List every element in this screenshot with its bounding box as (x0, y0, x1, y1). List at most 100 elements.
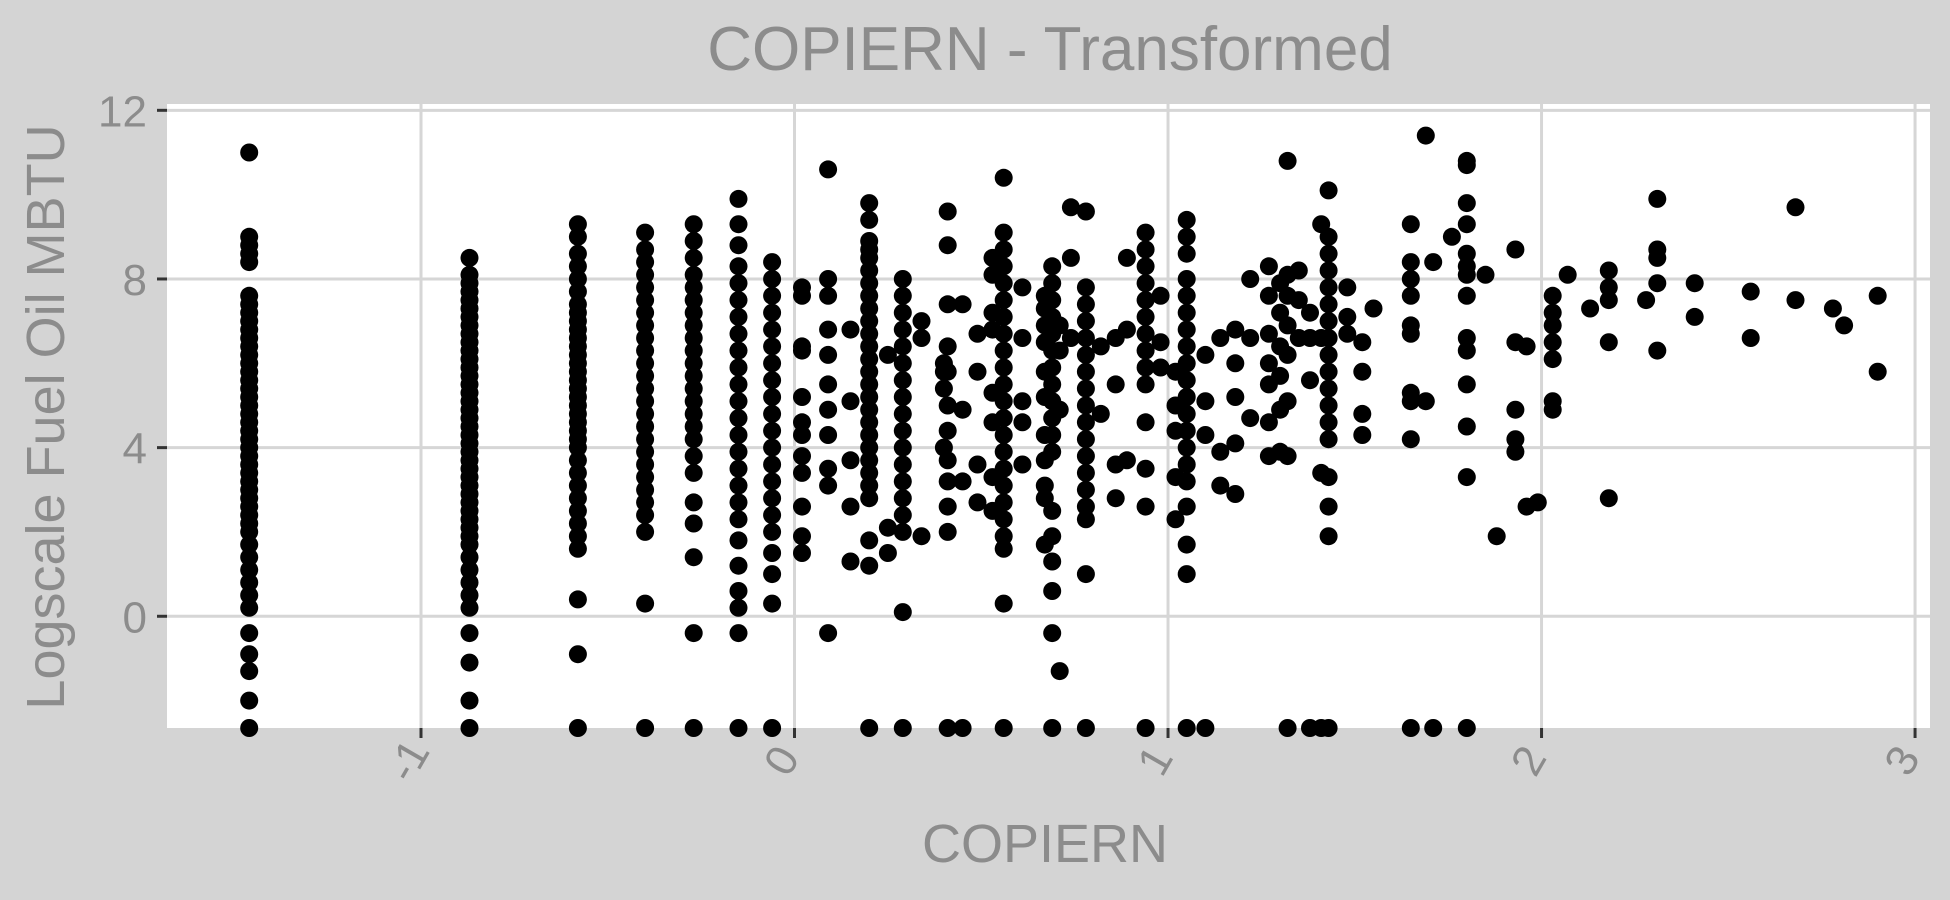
data-point (763, 506, 782, 525)
data-point (1353, 404, 1372, 423)
data-point (1091, 404, 1110, 423)
data-point (1457, 244, 1476, 263)
data-point (938, 362, 957, 381)
data-point (994, 409, 1013, 428)
data-point (968, 455, 987, 474)
data-point (893, 388, 912, 406)
data-point (1076, 480, 1095, 499)
data-point (1401, 286, 1420, 305)
data-point (568, 215, 587, 234)
data-point (1319, 329, 1338, 347)
data-point (240, 548, 259, 567)
data-point (1543, 350, 1562, 369)
data-point (240, 560, 259, 579)
data-point (819, 375, 838, 394)
data-point (860, 248, 879, 267)
data-point (1076, 329, 1095, 347)
data-point (860, 350, 879, 369)
data-point (240, 522, 259, 541)
data-point (893, 421, 912, 440)
data-point (1050, 316, 1069, 335)
data-point (938, 472, 957, 491)
data-point (729, 236, 748, 255)
data-point (860, 463, 879, 482)
data-point (568, 719, 587, 737)
data-point (1076, 430, 1095, 449)
data-point (1043, 624, 1062, 643)
data-point (460, 719, 479, 737)
data-point (1442, 227, 1461, 246)
data-point (819, 286, 838, 305)
data-point (1648, 248, 1667, 267)
data-point (860, 324, 879, 343)
data-point (1177, 244, 1196, 263)
data-point (1528, 493, 1547, 512)
data-point (636, 522, 655, 541)
data-point (1457, 341, 1476, 360)
data-point (636, 316, 655, 335)
data-point (568, 539, 587, 558)
data-point (1301, 371, 1319, 390)
data-point (819, 400, 838, 419)
data-point (684, 215, 703, 234)
data-point (1211, 476, 1230, 495)
data-point (1226, 388, 1245, 406)
data-point (729, 442, 748, 461)
data-point (994, 324, 1013, 343)
data-point (763, 438, 782, 457)
data-point (860, 531, 879, 550)
data-point (568, 514, 587, 533)
data-point (1061, 198, 1080, 217)
data-point (793, 413, 811, 432)
data-point (1050, 341, 1069, 360)
data-point (994, 459, 1013, 478)
data-point (1319, 295, 1338, 314)
data-point (1319, 312, 1338, 331)
data-point (1319, 261, 1338, 280)
data-point (841, 497, 860, 516)
data-point (636, 480, 655, 499)
data-point (460, 653, 479, 672)
data-point (684, 232, 703, 250)
data-point (1136, 719, 1155, 737)
data-point (1136, 413, 1155, 432)
data-point (1177, 227, 1196, 246)
data-point (1543, 316, 1562, 335)
data-point (1043, 291, 1062, 310)
data-point (1043, 358, 1062, 377)
data-point (793, 341, 811, 360)
data-point (729, 493, 748, 512)
data-point (1338, 324, 1357, 343)
data-point (994, 594, 1013, 613)
x-gridlines (419, 104, 1917, 728)
data-point (684, 430, 703, 449)
data-point (729, 274, 748, 293)
data-point (763, 337, 782, 356)
data-point (1599, 333, 1618, 352)
data-point (994, 240, 1013, 259)
data-point (568, 476, 587, 495)
data-point (1338, 278, 1357, 297)
data-point (763, 489, 782, 508)
data-point (240, 586, 259, 605)
data-point (860, 489, 879, 508)
data-point (994, 527, 1013, 546)
data-point (1177, 404, 1196, 423)
data-point (1685, 307, 1704, 326)
data-point (1353, 362, 1372, 381)
data-point (912, 312, 931, 331)
data-point (912, 527, 931, 546)
x-tick-label: 2 (1502, 738, 1557, 784)
data-point (1457, 375, 1476, 394)
data-point (860, 194, 879, 213)
data-point (1868, 362, 1887, 381)
data-point (763, 270, 782, 288)
data-point (994, 274, 1013, 293)
data-point (636, 392, 655, 411)
data-point (684, 366, 703, 385)
data-point (793, 447, 811, 466)
data-point (684, 624, 703, 643)
data-point (878, 345, 897, 364)
data-point (729, 459, 748, 478)
data-point (1457, 329, 1476, 347)
